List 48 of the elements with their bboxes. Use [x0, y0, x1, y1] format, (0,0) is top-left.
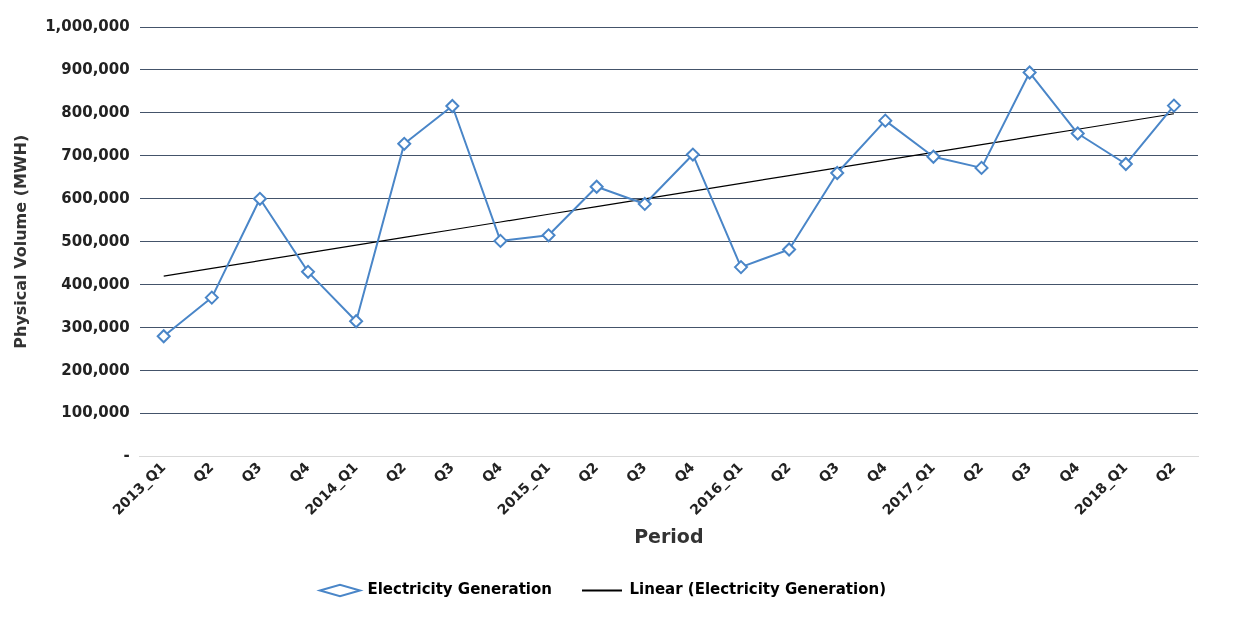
- point: [733, 260, 748, 275]
- point: [1118, 157, 1133, 172]
- point: [1166, 98, 1181, 113]
- y-tick-label: 500,000: [61, 231, 130, 250]
- y-tick-label: -: [123, 446, 130, 465]
- point: [878, 113, 893, 128]
- x-tick-label: Q3: [1007, 458, 1035, 486]
- point: [204, 290, 219, 305]
- x-tick-label: Q2: [767, 458, 794, 486]
- x-tick-label: Q3: [237, 458, 265, 486]
- point: [445, 99, 460, 114]
- point: [974, 160, 989, 175]
- y-tick-label: 800,000: [61, 102, 130, 121]
- point: [252, 191, 267, 206]
- legend-label: Electricity Generation: [367, 580, 553, 599]
- x-tick-label: Q3: [430, 458, 458, 486]
- x-axis-title: Period: [634, 524, 704, 547]
- x-tick-label: Q3: [622, 458, 650, 486]
- point: [685, 147, 700, 162]
- legend-label: Linear (Electricity Generation): [629, 580, 887, 599]
- y-tick-label: 600,000: [61, 188, 130, 207]
- point: [589, 179, 604, 194]
- point: [782, 242, 797, 257]
- point: [1070, 126, 1085, 141]
- x-tick-label: Q2: [382, 458, 409, 486]
- x-tick-label: Q2: [1152, 458, 1179, 486]
- x-tick-label: Q3: [815, 458, 842, 486]
- x-tick-label: Q2: [189, 458, 217, 486]
- x-tick-label: Q2: [959, 458, 987, 486]
- y-tick-label: 100,000: [61, 403, 130, 422]
- point: [926, 149, 941, 164]
- y-tick-label: 200,000: [61, 360, 130, 379]
- y-tick-label: 1,000,000: [45, 16, 130, 35]
- point: [493, 233, 508, 248]
- point: [156, 329, 171, 344]
- point: [637, 196, 652, 211]
- y-axis-title: Physical Volume (MWH): [10, 134, 30, 349]
- point: [301, 264, 316, 279]
- y-tick-label: 700,000: [61, 145, 130, 164]
- point: [830, 166, 845, 181]
- point: [541, 228, 556, 243]
- x-tick-label: Q2: [574, 458, 602, 486]
- y-tick-label: 900,000: [61, 59, 130, 78]
- point: [349, 314, 364, 329]
- point: [1022, 65, 1037, 80]
- y-tick-label: 300,000: [61, 317, 130, 336]
- point: [397, 136, 412, 151]
- y-tick-label: 400,000: [61, 274, 130, 293]
